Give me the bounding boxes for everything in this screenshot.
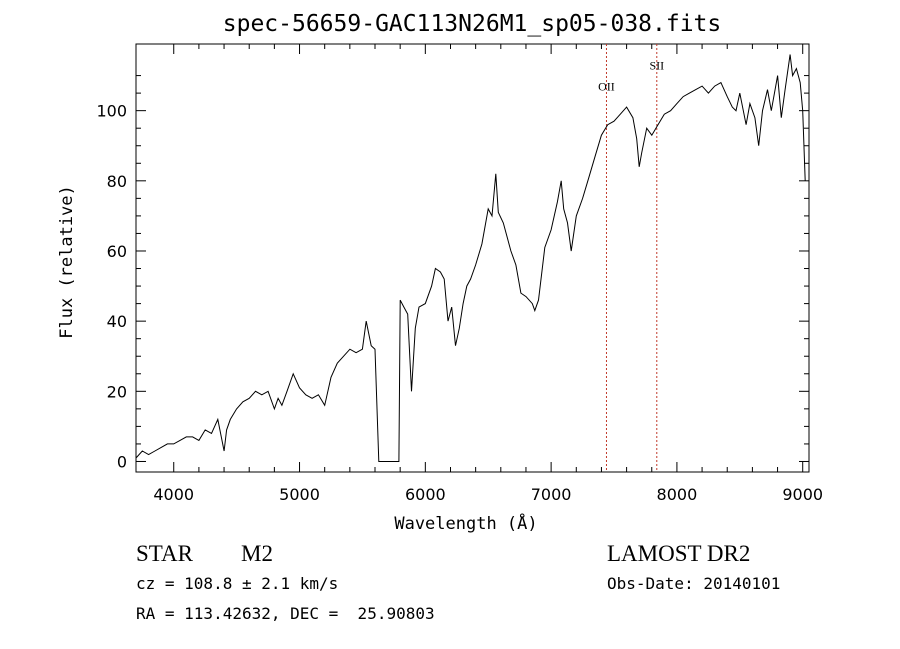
survey-label: LAMOST DR2 <box>607 541 750 566</box>
x-tick-label: 5000 <box>279 485 320 504</box>
x-tick-label: 6000 <box>405 485 446 504</box>
obs-date-text: Obs-Date: 20140101 <box>607 574 780 593</box>
x-tick-label: 7000 <box>531 485 572 504</box>
axis-ticks: 4000 5000 6000 7000 8000 9000 0 20 40 60 80 100 <box>96 44 823 504</box>
chart-title: spec-56659-GAC113N26M1_sp05-038.fits <box>223 11 722 37</box>
plot-frame <box>135 43 810 473</box>
x-tick-label: 4000 <box>153 485 194 504</box>
series-line <box>135 54 806 462</box>
emission-line-markers: OII SII <box>598 44 664 472</box>
y-tick-label: 60 <box>107 242 127 261</box>
y-tick-label: 0 <box>117 452 127 471</box>
redshift-text: cz = 108.8 ± 2.1 km/s <box>136 574 338 593</box>
x-tick-label: 8000 <box>657 485 698 504</box>
y-tick-label: 40 <box>107 312 127 331</box>
x-axis-label: Wavelength (Å) <box>394 512 537 534</box>
y-tick-label: 20 <box>107 382 127 401</box>
y-axis-label: Flux (relative) <box>57 185 77 339</box>
x-tick-label: 9000 <box>782 485 823 504</box>
emission-line-label: OII <box>598 80 615 94</box>
object-subclass: M2 <box>241 541 273 566</box>
coordinates-text: RA = 113.42632, DEC = 25.90803 <box>136 604 435 623</box>
y-tick-label: 100 <box>96 102 127 121</box>
emission-line-label: SII <box>649 59 664 73</box>
y-tick-label: 80 <box>107 172 127 191</box>
object-class: STAR <box>136 541 194 566</box>
